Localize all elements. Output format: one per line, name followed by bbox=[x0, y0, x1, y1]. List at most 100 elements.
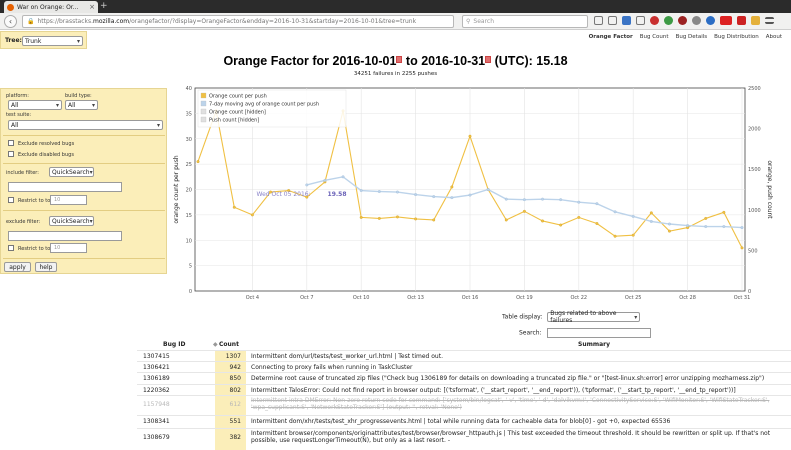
page-title: Orange Factor for 2016-10-01 to 2016-10-… bbox=[223, 54, 568, 68]
bug-id-link[interactable]: 1308341 bbox=[143, 418, 170, 425]
search-input[interactable]: ⚲ Search bbox=[462, 15, 588, 28]
nav-bug-details[interactable]: Bug Details bbox=[675, 34, 708, 40]
x-tick-label: Oct 28 bbox=[679, 295, 696, 301]
y2-tick-label: 2500 bbox=[748, 86, 761, 92]
extension-blue-icon[interactable] bbox=[706, 16, 715, 25]
url-bar[interactable]: 🔒 https://brasstacks.mozilla.com/orangef… bbox=[22, 15, 454, 28]
orange-factor-chart[interactable]: 0 5 10 15 20 25 30 35 40 0 500 1000 1500 2000 2500 Oct … bbox=[170, 82, 786, 304]
include-mode-select[interactable]: QuickSearch bbox=[49, 167, 94, 177]
help-button[interactable]: help bbox=[35, 262, 57, 272]
include-restrict-checkbox[interactable] bbox=[8, 197, 14, 203]
exclude-mode-select[interactable]: QuickSearch bbox=[49, 216, 94, 226]
exclude-top-input[interactable]: 10 bbox=[50, 243, 87, 253]
count-cell-bg bbox=[215, 385, 246, 395]
table-row[interactable]: 1220362 802 Intermittent TalosError: Could… bbox=[137, 384, 791, 395]
tab-orangefactor[interactable]: War on Orange: Or... × bbox=[4, 1, 98, 13]
sort-icon[interactable]: ◆ bbox=[213, 341, 218, 348]
close-tab-icon[interactable]: × bbox=[89, 3, 95, 11]
exclude-restrict-checkbox[interactable] bbox=[8, 245, 14, 251]
download-icon[interactable] bbox=[622, 16, 631, 25]
bug-id-link[interactable]: 1308679 bbox=[143, 434, 170, 441]
table-row[interactable]: 1308341 551 Intermittent dom/xhr/tests/tes… bbox=[137, 415, 791, 428]
bug-id-link[interactable]: 1220362 bbox=[143, 387, 170, 394]
x-tick-label: Oct 25 bbox=[625, 295, 642, 301]
y-tick-label: 25 bbox=[186, 162, 192, 168]
extension-green-icon[interactable] bbox=[664, 16, 673, 25]
y2-tick-label: 500 bbox=[748, 248, 758, 254]
orange-count-point bbox=[432, 218, 436, 222]
col-bug-id[interactable]: Bug ID bbox=[163, 341, 186, 348]
table-row[interactable]: 1306421 942 Connecting to proxy fails when… bbox=[137, 361, 791, 372]
moving-avg-point bbox=[668, 222, 671, 226]
x-tick-label: Oct 13 bbox=[407, 295, 424, 301]
bug-id-link[interactable]: 1307415 bbox=[143, 353, 170, 360]
adblock-icon[interactable] bbox=[720, 16, 732, 25]
pen-icon[interactable] bbox=[751, 16, 760, 25]
summary-text[interactable]: Intermittent dom/xhr/tests/test_xhr_prog… bbox=[251, 418, 671, 425]
table-row[interactable]: 1307415 1307 Intermittent dom/url/tests/te… bbox=[137, 350, 791, 361]
nav-orange-factor[interactable]: Orange Factor bbox=[588, 34, 633, 40]
home-icon[interactable] bbox=[636, 16, 645, 25]
moving-avg-point bbox=[613, 210, 617, 214]
include-top-input[interactable]: 10 bbox=[50, 195, 87, 205]
col-summary[interactable]: Summary bbox=[578, 341, 611, 348]
back-button[interactable]: ‹ bbox=[4, 15, 17, 28]
table-search-label: Search: bbox=[519, 329, 542, 337]
legend-swatch bbox=[200, 108, 207, 115]
include-filter-input[interactable] bbox=[8, 182, 122, 192]
testsuite-select[interactable]: All bbox=[8, 120, 163, 130]
table-row[interactable]: 1306189 850 Determine root cause of trunca… bbox=[137, 372, 791, 384]
table-search-input[interactable] bbox=[546, 328, 651, 338]
table-row[interactable]: 1157948 612 Intermittent intra DMError: No… bbox=[137, 395, 791, 415]
bookmark-icon[interactable] bbox=[594, 16, 603, 25]
bug-id-link[interactable]: 1306421 bbox=[143, 364, 170, 371]
exclude-filter-input[interactable] bbox=[8, 231, 122, 241]
apply-button[interactable]: apply bbox=[4, 262, 31, 272]
new-tab-icon[interactable]: + bbox=[100, 1, 108, 11]
table-display-label: Table display: bbox=[502, 313, 543, 321]
nav-bug-distribution[interactable]: Bug Distribution bbox=[714, 34, 759, 40]
col-count[interactable]: Count bbox=[219, 341, 239, 348]
legend-entry: Orange count [hidden] bbox=[209, 110, 266, 116]
buildtype-select[interactable]: All bbox=[65, 100, 98, 110]
table-display-select[interactable]: Bugs related to above failures bbox=[547, 310, 641, 324]
bug-id-link[interactable]: 1157948 bbox=[143, 401, 170, 408]
reader-icon[interactable] bbox=[608, 16, 617, 25]
extension-shield-icon[interactable] bbox=[737, 16, 746, 25]
legend-box bbox=[197, 89, 347, 128]
moving-avg-point bbox=[559, 198, 563, 202]
moving-avg-point bbox=[359, 189, 363, 192]
nav-bug-count[interactable]: Bug Count bbox=[639, 34, 669, 40]
summary-text[interactable]: Connecting to proxy fails when running i… bbox=[251, 364, 413, 371]
moving-avg-point bbox=[740, 226, 744, 230]
orange-count-point bbox=[649, 211, 653, 215]
orange-count-point bbox=[250, 213, 254, 217]
divider bbox=[3, 163, 165, 164]
summary-text[interactable]: Intermittent TalosError: Could not find … bbox=[251, 387, 736, 394]
lock-icon: 🔒 bbox=[27, 18, 35, 25]
table-row[interactable]: 1308679 382 Intermittent browser/component… bbox=[137, 428, 791, 450]
calendar-start-icon[interactable] bbox=[396, 56, 403, 63]
moving-avg-point bbox=[305, 183, 309, 187]
platform-select[interactable]: All bbox=[8, 100, 62, 110]
table-display: Table display: Bugs related to above fai… bbox=[502, 310, 641, 324]
y-tick-label: 0 bbox=[189, 289, 192, 295]
summary-text[interactable]: Intermittent dom/url/tests/test_worker_u… bbox=[251, 353, 443, 360]
tree-select[interactable]: Trunk bbox=[22, 36, 83, 46]
summary-text[interactable]: Intermittent intra DMError: Non-zero ret… bbox=[251, 397, 770, 411]
extension-gray-icon[interactable] bbox=[692, 16, 701, 25]
calendar-end-icon[interactable] bbox=[485, 56, 492, 63]
summary-text[interactable]: Determine root cause of truncated zip fi… bbox=[251, 375, 765, 382]
menu-icon[interactable] bbox=[765, 17, 774, 24]
orange-count-point bbox=[522, 209, 526, 213]
exclude-disabled-checkbox[interactable] bbox=[8, 151, 14, 157]
extension-darkred-icon[interactable] bbox=[678, 16, 687, 25]
bug-id-link[interactable]: 1306189 bbox=[143, 375, 170, 382]
site-nav: Orange Factor Bug Count Bug Details Bug … bbox=[588, 33, 783, 41]
extension-red-icon[interactable] bbox=[650, 16, 659, 25]
orange-count-point bbox=[704, 216, 708, 220]
nav-about[interactable]: About bbox=[765, 34, 782, 40]
summary-text[interactable]: Intermittent browser/components/originat… bbox=[251, 430, 771, 444]
exclude-resolved-checkbox[interactable] bbox=[8, 140, 14, 146]
moving-avg-point bbox=[432, 195, 436, 199]
